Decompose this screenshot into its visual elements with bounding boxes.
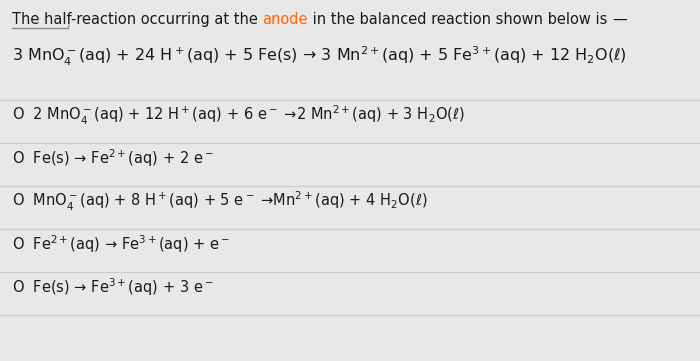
Text: in the balanced reaction shown below is: in the balanced reaction shown below is xyxy=(308,12,612,27)
Text: anode: anode xyxy=(262,12,308,27)
Text: O  Fe(s) → Fe$^{2+}$(aq) + 2 e$^-$: O Fe(s) → Fe$^{2+}$(aq) + 2 e$^-$ xyxy=(12,147,214,169)
Text: O  Fe$^{2+}$(aq) → Fe$^{3+}$(aq) + e$^-$: O Fe$^{2+}$(aq) → Fe$^{3+}$(aq) + e$^-$ xyxy=(12,233,230,255)
Text: The half-reaction occurring at the: The half-reaction occurring at the xyxy=(12,12,262,27)
Text: —: — xyxy=(612,12,626,27)
Text: O  Fe(s) → Fe$^{3+}$(aq) + 3 e$^-$: O Fe(s) → Fe$^{3+}$(aq) + 3 e$^-$ xyxy=(12,276,214,298)
Text: O  2 MnO$_4^-$(aq) + 12 H$^+$(aq) + 6 e$^-$ →2 Mn$^{2+}$(aq) + 3 H$_2$O(ℓ): O 2 MnO$_4^-$(aq) + 12 H$^+$(aq) + 6 e$^… xyxy=(12,104,465,127)
Text: O  MnO$_4^-$(aq) + 8 H$^+$(aq) + 5 e$^-$ →Mn$^{2+}$(aq) + 4 H$_2$O(ℓ): O MnO$_4^-$(aq) + 8 H$^+$(aq) + 5 e$^-$ … xyxy=(12,190,428,213)
Text: 3 MnO$_4^-$(aq) + 24 H$^+$(aq) + 5 Fe(s) → 3 Mn$^{2+}$(aq) + 5 Fe$^{3+}$(aq) + 1: 3 MnO$_4^-$(aq) + 24 H$^+$(aq) + 5 Fe(s)… xyxy=(12,45,626,68)
